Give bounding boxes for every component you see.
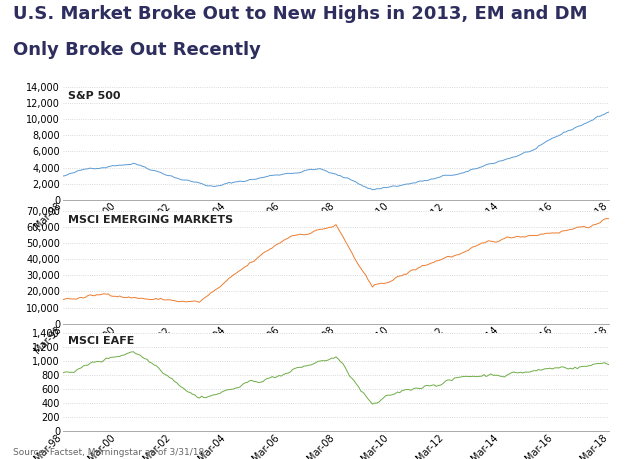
Text: U.S. Market Broke Out to New Highs in 2013, EM and DM: U.S. Market Broke Out to New Highs in 20…: [13, 5, 587, 22]
Text: S&P 500: S&P 500: [68, 90, 121, 101]
Text: MSCI EAFE: MSCI EAFE: [68, 336, 134, 346]
Text: Source: Factset, Morningstar as of 3/31/18.: Source: Factset, Morningstar as of 3/31/…: [13, 448, 207, 457]
Text: MSCI EMERGING MARKETS: MSCI EMERGING MARKETS: [68, 214, 234, 224]
Text: Only Broke Out Recently: Only Broke Out Recently: [13, 41, 261, 59]
